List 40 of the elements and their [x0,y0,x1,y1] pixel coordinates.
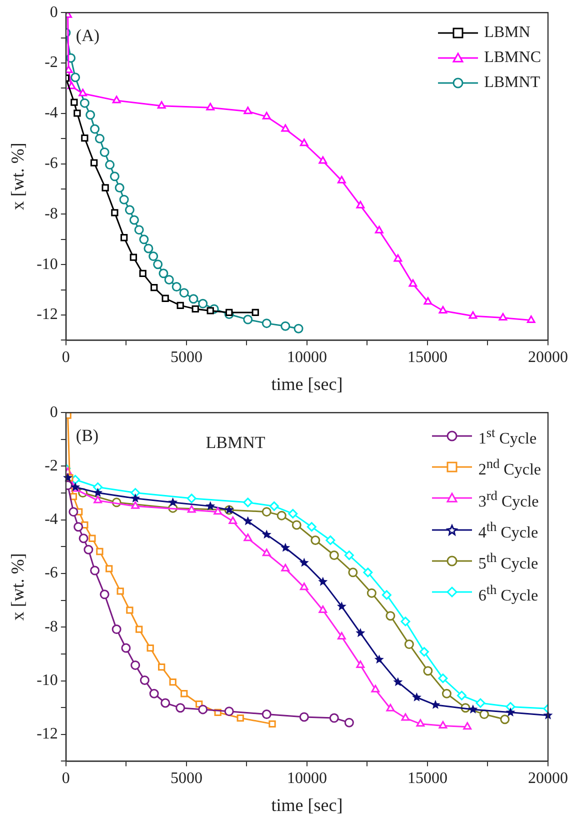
y-tick-label: -8 [44,205,58,222]
x-tick-label: 10000 [286,349,327,366]
x-axis-title: time [sec] [271,794,343,815]
x-tick-label: 5000 [170,770,202,788]
y-tick-label: -4 [44,104,58,122]
x-tick-label: 20000 [528,770,568,788]
y-tick-label: 0 [50,404,58,421]
x-tick-label: 15000 [407,349,448,366]
y-axis-title: x [wt. %] [8,142,28,210]
annotation: (A) [76,26,100,46]
y-tick-label: -2 [44,54,58,72]
y-tick-label: -12 [36,726,58,743]
annotation: LBMNT [206,433,266,452]
x-tick-label: 0 [62,770,70,788]
y-tick-label: -8 [44,618,58,636]
legend-label: LBMN [484,23,530,43]
y-tick-label: -12 [36,306,58,324]
x-tick-label: 0 [62,349,70,366]
legend-label: LBMNT [484,73,540,93]
x-axis-title: time [sec] [271,374,343,394]
legend-label: 5$^{th}$ Cycle [478,549,538,575]
y-axis-title: x [wt. %] [8,553,28,621]
x-tick-label: 10000 [286,770,327,788]
legend-label: 3$^{rd}$ Cycle [478,486,539,512]
legend-label: 2$^{nd}$ Cycle [478,455,541,481]
y-tick-label: -2 [44,457,58,474]
x-tick-label: 15000 [407,770,448,788]
legend-label: 4$^{th}$ Cycle [478,518,538,544]
legend-label: 6$^{th}$ Cycle [478,580,538,606]
y-tick-label: 0 [50,4,58,21]
y-tick-label: -6 [44,564,58,582]
x-tick-label: 5000 [170,349,202,366]
y-tick-label: -6 [44,155,58,172]
legend-label: LBMNC [484,48,541,68]
y-tick-label: -10 [36,256,58,273]
legend-label: 1$^{st}$ Cycle [478,424,537,450]
annotation: (B) [76,426,99,446]
y-tick-label: -10 [36,672,58,689]
x-tick-label: 20000 [528,349,568,366]
y-tick-label: -4 [44,511,58,528]
